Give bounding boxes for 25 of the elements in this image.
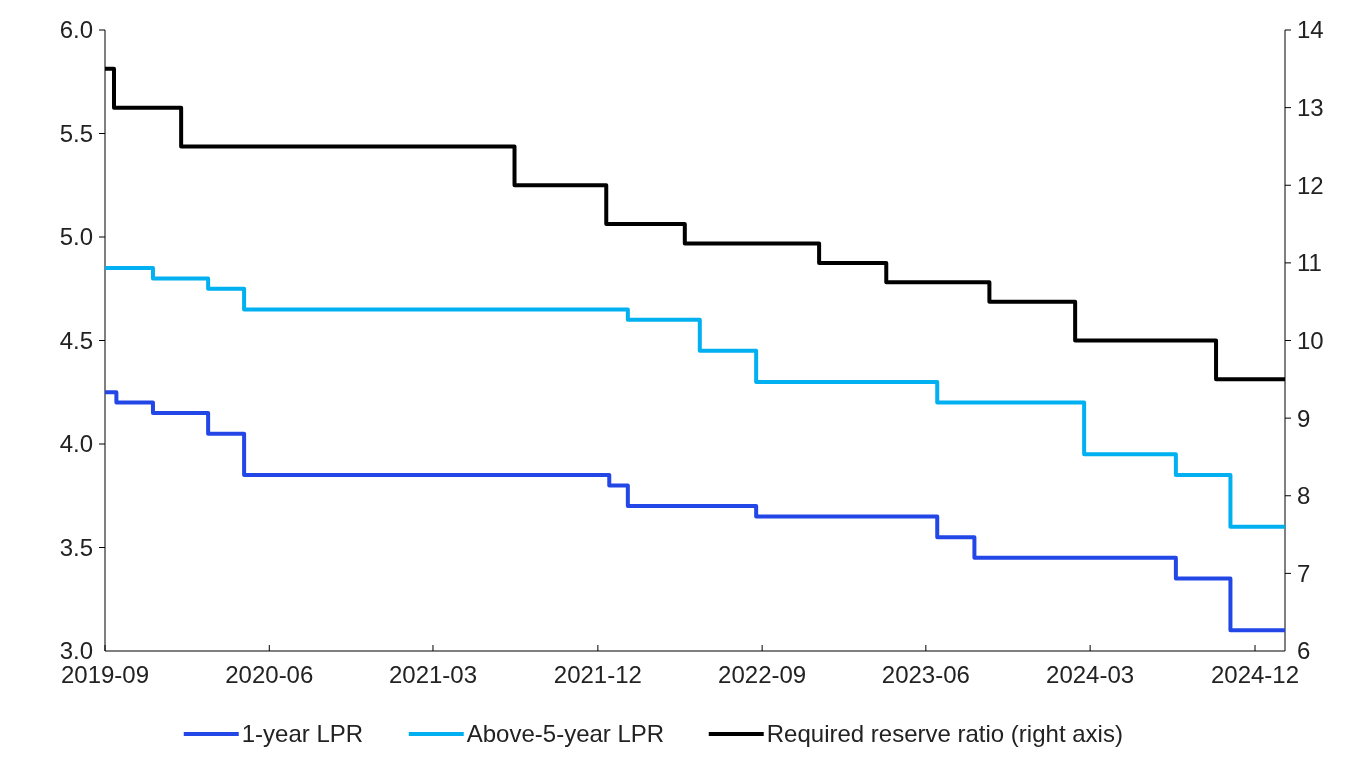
y2-tick-label: 9 (1297, 404, 1311, 432)
y-tick-label: 4.5 (59, 326, 93, 354)
x-tick-label: 2023-06 (881, 661, 970, 688)
y2-tick-label: 10 (1297, 326, 1324, 354)
y2-tick-label: 7 (1297, 559, 1311, 587)
legend-label: Required reserve ratio (right axis) (766, 720, 1123, 748)
x-tick-label: 2021-03 (388, 661, 478, 688)
x-tick-label: 2020-06 (225, 661, 314, 688)
y2-tick-label: 12 (1297, 171, 1324, 199)
y-tick-label: 5.5 (59, 119, 93, 147)
legend-label: 1-year LPR (241, 720, 364, 748)
y2-tick-label: 14 (1297, 16, 1324, 44)
y2-tick-label: 8 (1297, 482, 1311, 510)
legend-label: Above-5-year LPR (466, 720, 665, 748)
y-tick-label: 5.0 (59, 223, 93, 251)
y2-tick-label: 6 (1297, 637, 1311, 665)
x-tick-label: 2024-03 (1046, 661, 1135, 688)
y2-tick-label: 11 (1297, 249, 1322, 277)
y-tick-label: 6.0 (59, 16, 93, 44)
y-tick-label: 4.0 (59, 430, 93, 458)
x-tick-label: 2021-12 (553, 661, 642, 688)
y-tick-label: 3.5 (59, 533, 93, 561)
x-tick-label: 2024-12 (1210, 661, 1300, 688)
x-tick-label: 2022-09 (718, 661, 807, 688)
y2-tick-label: 13 (1297, 94, 1324, 122)
